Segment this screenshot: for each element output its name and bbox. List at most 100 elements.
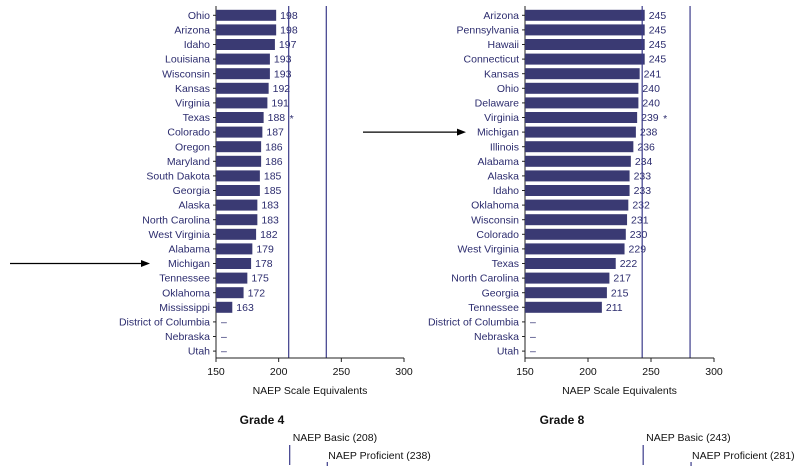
bar <box>216 228 257 240</box>
value-label: 245 <box>649 54 667 66</box>
value-label: 191 <box>271 98 289 110</box>
bar <box>216 39 275 50</box>
bar <box>216 199 258 211</box>
bar <box>216 272 248 284</box>
category-label: Nebraska <box>474 331 519 343</box>
category-label: Tennessee <box>468 302 519 314</box>
value-label: 240 <box>642 83 660 95</box>
bar <box>216 141 262 153</box>
x-tick-label: 150 <box>207 366 225 378</box>
highlight-arrow-head <box>141 260 150 267</box>
bar <box>525 214 628 226</box>
value-label: 187 <box>266 127 284 139</box>
value-label: – <box>221 317 227 329</box>
category-label: Wisconsin <box>162 68 210 80</box>
category-label: Oklahoma <box>471 200 519 212</box>
category-label: Idaho <box>493 185 519 197</box>
value-label: – <box>221 346 227 358</box>
value-label: 217 <box>613 273 631 285</box>
x-tick-label: 200 <box>579 366 597 378</box>
value-label: 183 <box>261 214 279 226</box>
category-label: Virginia <box>484 112 519 124</box>
category-label: Alaska <box>487 171 519 183</box>
value-label: 179 <box>256 244 274 256</box>
bar <box>525 258 616 269</box>
bar <box>216 68 270 80</box>
chart-panel-2: Arizona 245 Pennsylvania 245 Hawaii 245 Connec… <box>363 6 795 466</box>
category-label: Connecticut <box>464 54 520 66</box>
value-label: 245 <box>649 39 667 51</box>
category-label: Virginia <box>175 98 210 110</box>
bar <box>525 82 639 94</box>
category-label: Georgia <box>173 185 211 197</box>
x-axis-title: NAEP Scale Equivalents <box>562 385 677 397</box>
bar <box>525 126 636 138</box>
value-label: 238 <box>640 127 658 139</box>
x-tick-label: 150 <box>516 366 534 378</box>
value-label: – <box>530 346 536 358</box>
x-tick-label: 300 <box>705 366 723 378</box>
category-label: District of Columbia <box>119 317 210 329</box>
value-label: – <box>530 331 536 343</box>
bar <box>525 9 645 21</box>
value-label: 186 <box>265 141 283 153</box>
bar <box>216 301 233 313</box>
value-label: 234 <box>635 156 653 168</box>
value-label: 239 <box>641 112 659 124</box>
bar <box>216 185 260 196</box>
value-label: 222 <box>620 258 638 270</box>
significance-mark: * <box>290 113 294 125</box>
bar <box>216 287 244 299</box>
category-label: North Carolina <box>451 273 519 285</box>
bar <box>525 155 631 167</box>
category-label: Oregon <box>175 141 210 153</box>
highlight-arrow-head <box>457 128 466 136</box>
category-label: Colorado <box>476 229 519 241</box>
value-label: 193 <box>274 68 292 80</box>
bar <box>525 170 630 182</box>
category-label: Texas <box>492 258 519 270</box>
bar <box>216 243 253 255</box>
chart-panel-1: Ohio198Arizona198Idaho197Louisiana193Wis… <box>10 6 431 466</box>
bar <box>525 243 625 255</box>
value-label: 236 <box>637 141 655 153</box>
value-label: 186 <box>265 156 283 168</box>
category-label: Nebraska <box>165 331 210 343</box>
bar <box>525 287 607 299</box>
legend-basic: NAEP Basic (243) <box>646 432 730 444</box>
value-label: 188 <box>268 112 286 124</box>
category-label: Illinois <box>490 141 519 153</box>
value-label: 185 <box>264 185 282 197</box>
value-label: 241 <box>644 68 662 80</box>
category-label: District of Columbia <box>428 317 519 329</box>
bar <box>525 199 629 211</box>
bar <box>525 301 602 313</box>
bar <box>216 112 264 123</box>
category-label: Wisconsin <box>471 214 519 226</box>
category-label: Ohio <box>497 83 519 95</box>
category-label: West Virginia <box>458 244 520 256</box>
bar <box>216 126 263 138</box>
category-label: Hawaii <box>487 39 519 51</box>
category-label: North Carolina <box>142 214 210 226</box>
category-label: South Dakota <box>146 171 210 183</box>
category-label: Maryland <box>167 156 210 168</box>
bar <box>216 214 258 226</box>
bar <box>525 39 645 50</box>
grade-title: Grade 4 <box>240 413 285 427</box>
value-label: 245 <box>649 25 667 37</box>
bar <box>525 53 645 65</box>
bar <box>525 272 610 284</box>
category-label: Michigan <box>477 127 519 139</box>
bar <box>216 9 277 21</box>
bar <box>525 97 639 109</box>
value-label: 240 <box>642 98 660 110</box>
value-label: 183 <box>261 200 279 212</box>
x-tick-label: 200 <box>270 366 288 378</box>
bar <box>216 170 260 182</box>
legend-basic: NAEP Basic (208) <box>293 432 377 444</box>
value-label: 211 <box>606 302 623 314</box>
bar <box>216 97 268 109</box>
bar <box>216 155 262 167</box>
